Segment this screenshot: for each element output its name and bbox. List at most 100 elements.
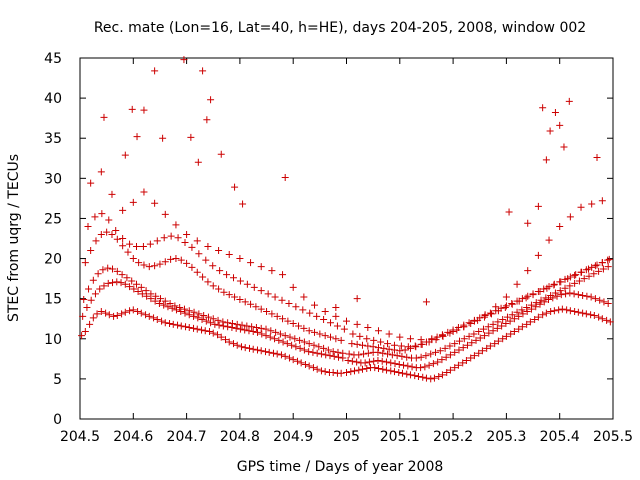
data-point bbox=[215, 285, 223, 293]
data-point bbox=[228, 324, 236, 332]
data-point bbox=[556, 222, 564, 230]
data-point bbox=[475, 349, 483, 357]
data-point bbox=[105, 311, 113, 319]
data-point bbox=[236, 325, 244, 333]
data-point bbox=[575, 277, 583, 285]
data-point bbox=[134, 287, 142, 295]
data-point bbox=[356, 332, 364, 340]
data-point bbox=[460, 335, 468, 343]
data-point bbox=[121, 151, 129, 159]
data-point bbox=[604, 299, 612, 307]
data-point bbox=[285, 299, 293, 307]
data-point bbox=[369, 343, 377, 351]
data-point bbox=[365, 358, 373, 366]
data-point bbox=[551, 109, 559, 117]
data-point bbox=[468, 339, 476, 347]
chart-title: Rec. mate (Lon=16, Lat=40, h=HE), days 2… bbox=[94, 20, 586, 36]
data-point bbox=[193, 268, 201, 276]
data-point bbox=[91, 290, 99, 298]
data-point bbox=[180, 56, 188, 64]
data-point bbox=[119, 242, 127, 250]
data-point bbox=[321, 368, 329, 376]
data-point bbox=[140, 106, 148, 114]
data-point bbox=[451, 340, 459, 348]
data-point bbox=[377, 338, 385, 346]
x-tick-label: 205.1 bbox=[380, 429, 420, 445]
data-point bbox=[174, 234, 182, 242]
data-point bbox=[539, 311, 547, 319]
data-point bbox=[117, 279, 125, 287]
data-point bbox=[87, 179, 95, 187]
data-point bbox=[364, 324, 372, 332]
data-point bbox=[285, 354, 293, 362]
data-point bbox=[432, 348, 440, 356]
data-point bbox=[89, 314, 97, 322]
data-point bbox=[252, 303, 260, 311]
data-point bbox=[153, 316, 161, 324]
data-point bbox=[239, 200, 247, 208]
data-point bbox=[526, 318, 534, 326]
data-point bbox=[527, 301, 535, 309]
data-point bbox=[486, 342, 494, 350]
data-point bbox=[139, 243, 147, 251]
data-point bbox=[214, 316, 222, 324]
data-point bbox=[593, 261, 601, 269]
data-point bbox=[588, 200, 596, 208]
data-point bbox=[378, 357, 386, 365]
data-point bbox=[487, 310, 495, 318]
data-point bbox=[353, 358, 361, 366]
data-point bbox=[128, 105, 136, 113]
data-point bbox=[446, 366, 454, 374]
data-point bbox=[401, 346, 409, 354]
data-point bbox=[78, 332, 86, 340]
data-point bbox=[273, 312, 281, 320]
data-point bbox=[296, 344, 304, 352]
data-point bbox=[332, 303, 340, 311]
data-point bbox=[317, 350, 325, 358]
data-point bbox=[262, 332, 270, 340]
data-point bbox=[279, 338, 287, 346]
data-point bbox=[539, 104, 547, 112]
data-point bbox=[317, 367, 325, 375]
data-point bbox=[515, 312, 523, 320]
data-point bbox=[113, 267, 121, 275]
data-point bbox=[577, 203, 585, 211]
data-point bbox=[321, 332, 329, 340]
data-point bbox=[171, 302, 179, 310]
x-tick-label: 205.2 bbox=[433, 429, 473, 445]
data-point bbox=[505, 208, 513, 216]
data-point bbox=[109, 279, 117, 287]
y-tick-label: 10 bbox=[44, 332, 62, 348]
data-point bbox=[587, 293, 595, 301]
x-tick-label: 205.5 bbox=[593, 429, 633, 445]
data-point bbox=[508, 300, 516, 308]
data-point bbox=[199, 67, 207, 75]
data-point bbox=[313, 349, 321, 357]
data-point bbox=[265, 348, 273, 356]
data-point bbox=[123, 274, 131, 282]
data-point bbox=[277, 351, 285, 359]
data-point bbox=[257, 305, 265, 313]
data-point bbox=[146, 240, 154, 248]
data-point bbox=[438, 356, 446, 364]
data-point bbox=[391, 360, 399, 368]
data-point bbox=[584, 265, 592, 273]
data-point bbox=[553, 292, 561, 300]
data-point bbox=[446, 351, 454, 359]
data-point bbox=[523, 308, 531, 316]
data-point bbox=[579, 309, 587, 317]
data-point bbox=[396, 347, 404, 355]
data-point bbox=[326, 352, 334, 360]
data-point bbox=[315, 343, 323, 351]
data-point bbox=[414, 372, 422, 380]
data-point bbox=[387, 367, 395, 375]
data-point bbox=[291, 335, 299, 343]
data-point bbox=[540, 285, 548, 293]
y-tick-label: 35 bbox=[44, 131, 62, 147]
x-tick-label: 204.7 bbox=[167, 429, 207, 445]
data-point bbox=[531, 316, 539, 324]
data-point bbox=[193, 237, 201, 245]
data-point bbox=[536, 287, 544, 295]
data-point bbox=[110, 312, 118, 320]
data-point bbox=[87, 296, 95, 304]
